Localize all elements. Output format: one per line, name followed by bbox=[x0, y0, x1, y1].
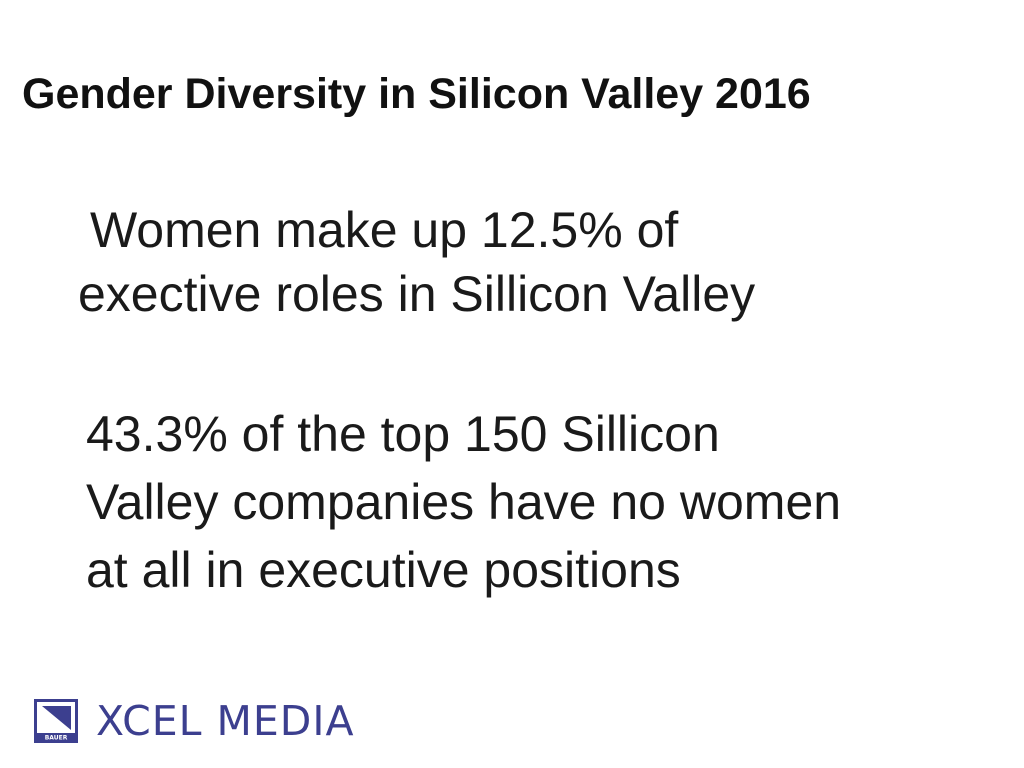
paragraph-line: at all in executive positions bbox=[86, 542, 681, 598]
badge-text: BAUER bbox=[45, 735, 68, 742]
xcel-media-logo: BAUER XCEL MEDIA bbox=[34, 696, 355, 746]
bauer-badge-icon: BAUER bbox=[34, 699, 78, 743]
stat-paragraph-no-women-companies: 43.3% of the top 150 Sillicon Valley com… bbox=[86, 401, 841, 605]
paragraph-line: exective roles in Sillicon Valley bbox=[78, 266, 756, 322]
logo-wordmark: XCEL MEDIA bbox=[96, 697, 355, 745]
paragraph-line: Valley companies have no women bbox=[86, 474, 842, 530]
slide-title: Gender Diversity in Silicon Valley 2016 bbox=[22, 70, 811, 118]
paragraph-line: Women make up 12.5% of bbox=[90, 202, 679, 258]
paragraph-line: 43.3% of the top 150 Sillicon bbox=[86, 406, 720, 462]
